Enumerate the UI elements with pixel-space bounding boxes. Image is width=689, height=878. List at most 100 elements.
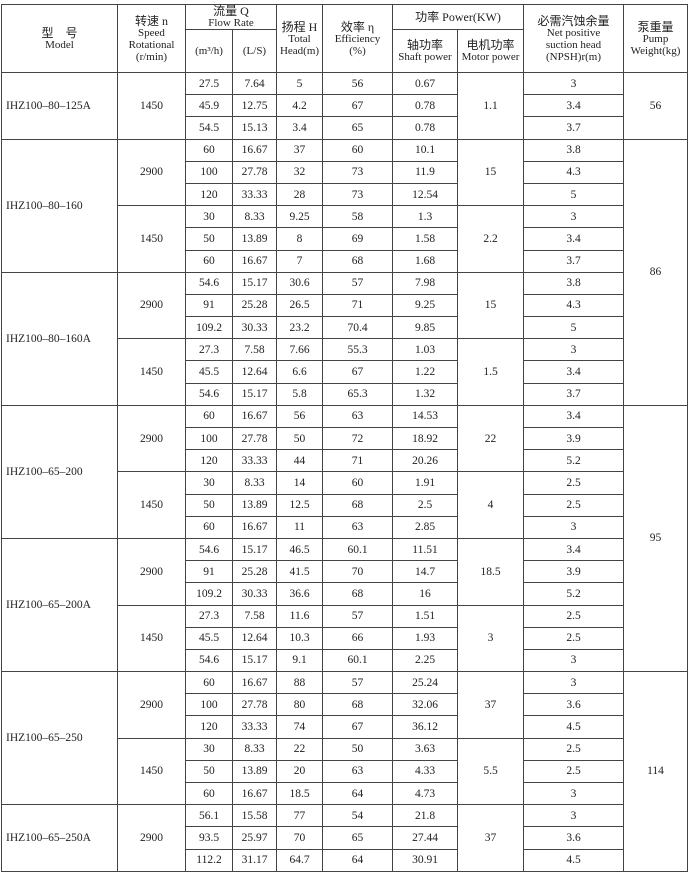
flow-m3h: 100: [185, 693, 233, 717]
flow-ls: 13.89: [232, 493, 277, 517]
header-text: 流量 Q: [213, 4, 249, 18]
flow-ls: 25.97: [232, 826, 277, 850]
head: 12.5: [276, 493, 323, 517]
head: 5: [276, 71, 323, 96]
flow-m3h: 45.5: [185, 626, 233, 650]
weight-header: 泵重量 Pump Weight(kg): [623, 4, 688, 73]
flow-m3h: 91: [185, 293, 233, 318]
model-name: IHZ100–80–125A: [1, 72, 118, 140]
npsh: 4.3: [523, 160, 624, 184]
model-name: IHZ100–65–200A: [1, 537, 118, 673]
npsh: 3: [523, 338, 624, 362]
flow-m3h: 27.3: [185, 338, 233, 362]
npsh: 3: [523, 515, 624, 539]
npsh: 4.3: [523, 293, 624, 318]
efficiency: 70: [322, 560, 393, 584]
table-row: 120 33.33 74 67 36.12 4.5: [2, 715, 688, 739]
speed: 2900: [117, 138, 186, 207]
flow-ls: 7.58: [232, 604, 277, 628]
flow-m3h: 30: [185, 205, 233, 229]
flow-ls: 16.67: [232, 138, 277, 162]
shaft-power: 20.26: [392, 449, 458, 473]
efficiency: 73: [322, 182, 393, 207]
table-row: 50 13.89 20 63 4.33 2.5: [2, 759, 688, 784]
header-text: (%): [349, 44, 366, 57]
head: 30.6: [276, 271, 323, 295]
table-row: IHZ100–80–160A 2900 54.6 15.17 30.6 57 7.98 15 3…: [1, 271, 688, 406]
flow-ls: 13.89: [232, 759, 277, 784]
head: 46.5: [276, 537, 323, 562]
npsh: 3: [523, 71, 624, 96]
power-header: 功率 Power(KW): [392, 4, 524, 30]
npsh: 5: [523, 316, 624, 340]
flow-ls: 15.13: [232, 116, 277, 140]
flow-m3h: 54.6: [185, 271, 233, 295]
shaft-power: 3.63: [392, 737, 458, 761]
shaft-power: 27.44: [392, 826, 458, 850]
flow-m3h: 45.5: [185, 360, 233, 384]
flow-m3h: 120: [185, 715, 233, 739]
npsh: 2.5: [523, 759, 624, 784]
npsh: 3.4: [523, 227, 624, 251]
npsh: 2.5: [523, 737, 624, 761]
header-text: 泵重量: [637, 19, 674, 34]
shaft-power: 11.51: [392, 537, 458, 562]
shaft-power: 0.78: [392, 116, 458, 140]
efficiency: 60: [322, 471, 393, 495]
model-header: 型 号 Model: [1, 4, 118, 73]
flow-ls: 33.33: [232, 449, 277, 473]
flow-ls: 25.28: [232, 293, 277, 318]
table-header: 型 号 Model 转速 n Speed Rotational (r/min) 流量 Q…: [1, 4, 688, 73]
shaft-power: 9.85: [392, 316, 458, 340]
shaft-power: 16: [392, 582, 458, 606]
efficiency: 63: [322, 759, 393, 784]
shaft-power: 1.22: [392, 360, 458, 384]
head: 23.2: [276, 316, 323, 340]
shaft-power: 1.58: [392, 227, 458, 251]
flow-ls: 15.17: [232, 382, 277, 406]
flow-ls: 15.17: [232, 537, 277, 562]
motor-power: 4: [457, 471, 524, 539]
npsh: 3.6: [523, 826, 624, 850]
head: 10.3: [276, 626, 323, 650]
speed: 2900: [117, 537, 186, 606]
head: 6.6: [276, 360, 323, 384]
head: 56: [276, 404, 323, 429]
head: 5.8: [276, 382, 323, 406]
shaft-power: 12.54: [392, 182, 458, 207]
npsh: 4.5: [523, 848, 624, 872]
npsh: 3.4: [523, 94, 624, 118]
shaft-power: 1.32: [392, 382, 458, 406]
flow-m3h: 27.5: [185, 71, 233, 96]
efficiency: 71: [322, 293, 393, 318]
efficiency: 70.4: [322, 316, 393, 340]
motor-power: 22: [457, 404, 524, 473]
npsh: 2.5: [523, 604, 624, 628]
flow-m3h: 100: [185, 426, 233, 451]
header-text: Shaft power: [398, 51, 452, 63]
npsh: 3: [523, 671, 624, 695]
shaft-power: 1.3: [392, 205, 458, 229]
flow-m3h: 100: [185, 160, 233, 184]
flow-ls: 27.78: [232, 693, 277, 717]
efficiency: 67: [322, 715, 393, 739]
flow-m3h: 120: [185, 182, 233, 207]
flow-m3h: 50: [185, 227, 233, 251]
flow-m3h: 50: [185, 493, 233, 517]
header-text: 转速 n: [134, 13, 168, 28]
flow-m3h: 112.2: [185, 848, 233, 872]
flow-ls: 15.58: [232, 804, 277, 828]
npsh: 3.9: [523, 560, 624, 584]
head: 70: [276, 826, 323, 850]
table-row: IHZ100–65–200A 2900 54.6 15.17 46.5 60.1 11.51…: [1, 537, 688, 673]
table-row: 1450 27.3 7.58 7.66 55.3 1.03 1.5 3: [2, 338, 688, 406]
model-name: IHZ100–65–250: [1, 671, 118, 806]
npsh: 3.8: [523, 138, 624, 162]
header-text: Total: [288, 32, 311, 45]
npsh: 3.7: [523, 249, 624, 273]
npsh: 4.5: [523, 715, 624, 739]
flow-ls: 30.33: [232, 582, 277, 606]
header-text: Rotational: [128, 38, 175, 51]
flow-ls: 27.78: [232, 160, 277, 184]
flow-m3h: 109.2: [185, 582, 233, 606]
